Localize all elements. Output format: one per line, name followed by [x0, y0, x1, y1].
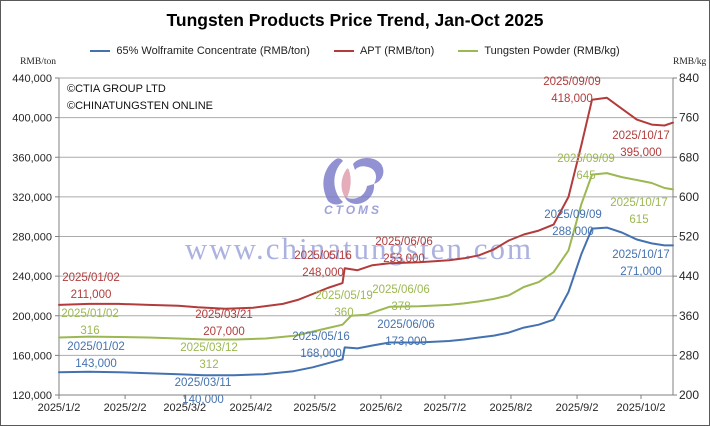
legend-item-apt: APT (RMB/ton): [333, 45, 435, 57]
copyright-block: ©CTIA GROUP LTD ©CHINATUNGSTEN ONLINE: [67, 81, 213, 115]
chart-text: 2025/10/17: [612, 130, 670, 142]
chart-text: 200: [679, 388, 699, 402]
chart-text: 645: [576, 170, 595, 182]
chart-text: 760: [679, 111, 699, 125]
chart-text: 378: [391, 301, 410, 313]
right-axis-unit: RMB/kg: [673, 57, 707, 67]
chart-text: 312: [199, 359, 218, 371]
chart-text: 360: [334, 307, 353, 319]
series-line-powder: [58, 172, 674, 341]
chart-text: 173,000: [385, 336, 427, 348]
powder-line-swatch: [458, 50, 479, 52]
legend: 65% Wolframite Concentrate (RMB/ton) APT…: [1, 43, 709, 59]
chart-text: CTOMS: [324, 203, 382, 217]
chart-text: 600: [679, 190, 699, 204]
chart-text: 2025/2/2: [104, 402, 147, 414]
chart-text: 840: [679, 71, 699, 85]
chart-text: 288,000: [552, 226, 594, 238]
chart-text: 320,000: [12, 192, 52, 204]
chart-text: 395,000: [620, 147, 662, 159]
chart-text: 2025/10/17: [612, 249, 670, 261]
chart-text: 2025/10/17: [610, 197, 668, 209]
chart-text: 2025/5/2: [293, 402, 336, 414]
left-axis-unit: RMB/ton: [20, 57, 56, 67]
ctoms-logo: [323, 158, 384, 205]
legend-label: Tungsten Powder (RMB/kg): [484, 45, 620, 57]
logo-left-swoosh: [323, 158, 343, 205]
chart-text: 271,000: [620, 266, 662, 278]
chart-text: 2025/05/19: [315, 290, 373, 302]
chart-text: 280,000: [12, 232, 52, 244]
chart-text: 440,000: [12, 73, 52, 85]
series-line-wolframite: [58, 226, 674, 377]
chart-text: 160,000: [12, 350, 52, 362]
chart-text: 207,000: [203, 326, 245, 338]
chart-text: 140,000: [182, 394, 224, 406]
chart-text: 2025/6/2: [360, 402, 403, 414]
chart-title: Tungsten Products Price Trend, Jan-Oct 2…: [166, 10, 544, 30]
chart-text: www.chinatungsten.com: [185, 231, 533, 266]
legend-label: 65% Wolframite Concentrate (RMB/ton): [116, 45, 310, 57]
copyright-line-2: ©CHINATUNGSTEN ONLINE: [67, 100, 214, 112]
chart-text: 2025/01/02: [61, 308, 119, 320]
chart-text: 248,000: [302, 267, 344, 279]
logo-pink-petal: [341, 168, 351, 199]
chart-text: 680: [679, 150, 699, 164]
chart-text: 2025/7/2: [423, 402, 466, 414]
chart-text: 360,000: [12, 152, 52, 164]
chart-text: 2025/01/02: [67, 341, 125, 353]
chart-text: 2025/03/11: [175, 377, 232, 389]
wolframite-line-swatch: [90, 50, 111, 52]
watermark: CTOMS www.chinatungsten.com: [185, 158, 533, 266]
chart-text: 120,000: [12, 390, 52, 402]
chart-text: 2025/06/06: [372, 284, 430, 296]
chart-text: 2025/1/2: [38, 402, 81, 414]
chart-text: 2025/06/06: [377, 319, 435, 331]
chart-text: 143,000: [75, 358, 117, 370]
chart-text: 2025/09/09: [543, 76, 601, 88]
chart-text: 253,000: [383, 253, 425, 265]
legend-item-powder: Tungsten Powder (RMB/kg): [458, 45, 620, 57]
legend-item-wolframite: 65% Wolframite Concentrate (RMB/ton): [90, 45, 310, 57]
chart-text: 418,000: [551, 93, 593, 105]
chart-text: 240,000: [12, 271, 52, 283]
chart-text: 2025/05/16: [294, 250, 352, 262]
legend-label: APT (RMB/ton): [359, 45, 435, 57]
chart-text: 2025/10/2: [617, 402, 666, 414]
chart-text: 280: [679, 348, 699, 362]
chart-text: 211,000: [71, 289, 112, 301]
chart-text: 2025/03/21: [195, 309, 253, 321]
chart-text: 2025/09/09: [544, 209, 602, 221]
chart-text: 360: [679, 309, 699, 323]
apt-line-swatch: [333, 50, 354, 52]
chart-text: 2025/03/12: [180, 342, 238, 354]
chart-text: 316: [80, 325, 99, 337]
series-line-apt: [58, 96, 674, 310]
chart-text: 200,000: [12, 311, 52, 323]
chart-text: 2025/05/16: [292, 331, 350, 343]
chart-text: 168,000: [300, 348, 342, 360]
chart-text: 2025/01/02: [62, 272, 120, 284]
chart-text: 440: [679, 269, 699, 283]
chart-text: 615: [629, 214, 648, 226]
logo-right-swoosh: [345, 158, 384, 204]
chart-text: 2025/4/2: [229, 402, 272, 414]
chart-text: 2025/8/2: [490, 402, 533, 414]
chart-text: 2025/9/2: [556, 402, 599, 414]
chart-text: 2025/06/06: [375, 236, 433, 248]
copyright-line-1: ©CTIA GROUP LTD: [67, 83, 166, 95]
chart-text: 400,000: [12, 113, 52, 125]
chart-text: 2025/3/2: [163, 402, 206, 414]
chart-text: 520: [679, 230, 699, 244]
chart-text: 2025/09/09: [557, 153, 615, 165]
